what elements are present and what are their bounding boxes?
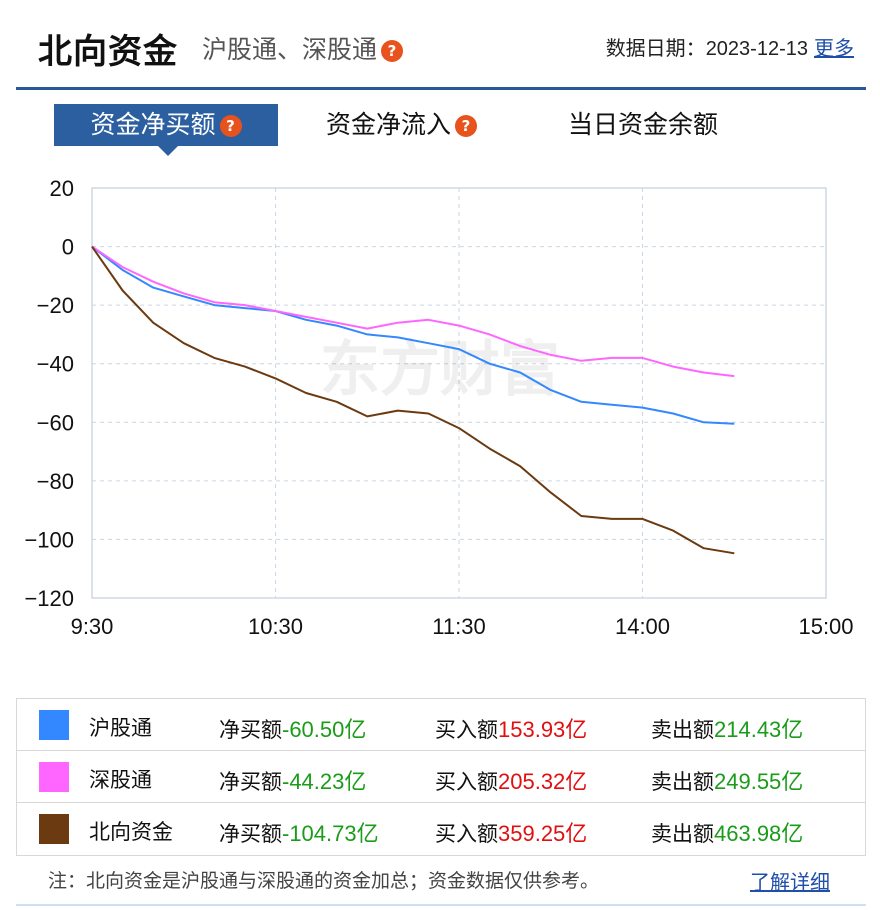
y-tick-label: −100 xyxy=(24,527,74,552)
chart-svg: 20 0 −20 −40 −60 −80 −100 −120 9:30 10:30 11:30 14:… xyxy=(24,176,853,639)
buy-value: 359.25亿 xyxy=(498,821,588,846)
plot-area xyxy=(91,187,827,599)
tab-daily-balance[interactable]: 当日资金余额 xyxy=(568,104,718,146)
x-tick-label: 14:00 xyxy=(615,614,670,639)
legend-swatch-north xyxy=(39,814,69,844)
legend-name: 沪股通 xyxy=(89,716,152,740)
series-line-1 xyxy=(91,245,735,378)
tab-daily-balance-label: 当日资金余额 xyxy=(568,110,719,139)
net-label: 净买额 xyxy=(219,718,282,742)
legend-swatch-sh xyxy=(39,710,69,740)
buy-cell: 买入额153.93亿 xyxy=(435,712,587,744)
buy-cell: 买入额359.25亿 xyxy=(435,816,587,848)
sell-cell: 卖出额214.43亿 xyxy=(651,712,803,744)
legend-row-sh: 沪股通 净买额-60.50亿 买入额153.93亿 卖出额214.43亿 xyxy=(17,699,865,751)
series-line-0 xyxy=(91,245,735,425)
legend-swatch-sz xyxy=(39,762,69,792)
sell-cell: 卖出额249.55亿 xyxy=(651,764,803,796)
tab-bar: 资金净买额? 资金净流入? 当日资金余额 xyxy=(54,104,774,156)
buy-label: 买入额 xyxy=(435,718,498,742)
sell-value: 249.55亿 xyxy=(714,769,804,794)
buy-label: 买入额 xyxy=(435,822,498,846)
legend-name: 北向资金 xyxy=(89,820,173,844)
buy-value: 153.93亿 xyxy=(498,717,588,742)
net-value: -60.50亿 xyxy=(282,717,367,742)
page-subtitle: 沪股通、深股通? xyxy=(202,30,404,66)
net-value: -44.23亿 xyxy=(282,769,367,794)
y-tick-label: −120 xyxy=(24,586,74,611)
x-tick-label: 10:30 xyxy=(248,614,303,639)
tab-net-buy-label: 资金净买额 xyxy=(90,110,216,139)
y-tick-label: 0 xyxy=(62,235,74,260)
sell-label: 卖出额 xyxy=(651,718,714,742)
date-value: 2023-12-13 xyxy=(705,38,808,60)
x-tick-label: 9:30 xyxy=(71,614,114,639)
legend-row-sz: 深股通 净买额-44.23亿 买入额205.32亿 卖出额249.55亿 xyxy=(17,751,865,803)
bottom-divider xyxy=(16,904,866,906)
buy-value: 205.32亿 xyxy=(498,769,588,794)
tab-net-inflow-label: 资金净流入 xyxy=(326,110,452,139)
net-label: 净买额 xyxy=(219,822,282,846)
help-icon[interactable]: ? xyxy=(219,115,242,137)
series-line-2 xyxy=(91,246,735,555)
buy-label: 买入额 xyxy=(435,770,498,794)
sell-value: 214.43亿 xyxy=(714,717,804,742)
date-label: 数据日期： xyxy=(605,36,706,60)
net-label: 净买额 xyxy=(219,770,282,794)
learn-more-link[interactable]: 了解详细 xyxy=(750,870,830,894)
net-buy-cell: 净买额-44.23亿 xyxy=(219,764,366,796)
y-tick-label: −60 xyxy=(37,410,74,435)
tab-net-inflow[interactable]: 资金净流入? xyxy=(326,104,478,146)
tab-net-buy[interactable]: 资金净买额? xyxy=(54,104,278,156)
net-buy-cell: 净买额-104.73亿 xyxy=(219,816,379,848)
more-link[interactable]: 更多 xyxy=(814,36,854,60)
y-tick-label: −20 xyxy=(37,293,74,318)
y-tick-label: −80 xyxy=(37,469,74,494)
sell-cell: 卖出额463.98亿 xyxy=(651,816,803,848)
help-icon[interactable]: ? xyxy=(455,115,478,137)
sell-label: 卖出额 xyxy=(651,770,714,794)
legend-row-north: 北向资金 净买额-104.73亿 买入额359.25亿 卖出额463.98亿 xyxy=(17,803,865,855)
footnote: 注：北向资金是沪股通与深股通的资金加总；资金数据仅供参考。 xyxy=(48,870,600,892)
sell-label: 卖出额 xyxy=(651,822,714,846)
sell-value: 463.98亿 xyxy=(714,821,804,846)
net-value: -104.73亿 xyxy=(282,821,379,846)
net-buy-cell: 净买额-60.50亿 xyxy=(219,712,366,744)
x-tick-label: 11:30 xyxy=(432,614,485,639)
x-tick-label: 15:00 xyxy=(798,614,853,639)
legend-table: 沪股通 净买额-60.50亿 买入额153.93亿 卖出额214.43亿 深股通… xyxy=(16,698,866,856)
subtitle-text: 沪股通、深股通 xyxy=(202,35,378,64)
legend-name: 深股通 xyxy=(89,768,152,792)
help-icon[interactable]: ? xyxy=(381,40,404,62)
page-header: 北向资金 沪股通、深股通? 数据日期：2023-12-13 更多 xyxy=(16,0,866,90)
page-title: 北向资金 xyxy=(38,32,178,72)
y-tick-label: −40 xyxy=(37,352,74,377)
data-date: 数据日期：2023-12-13 更多 xyxy=(606,32,854,61)
northbound-flow-chart: 20 0 −20 −40 −60 −80 −100 −120 9:30 10:30 11:30 14:… xyxy=(0,170,880,650)
buy-cell: 买入额205.32亿 xyxy=(435,764,587,796)
y-tick-label: 20 xyxy=(50,176,74,201)
